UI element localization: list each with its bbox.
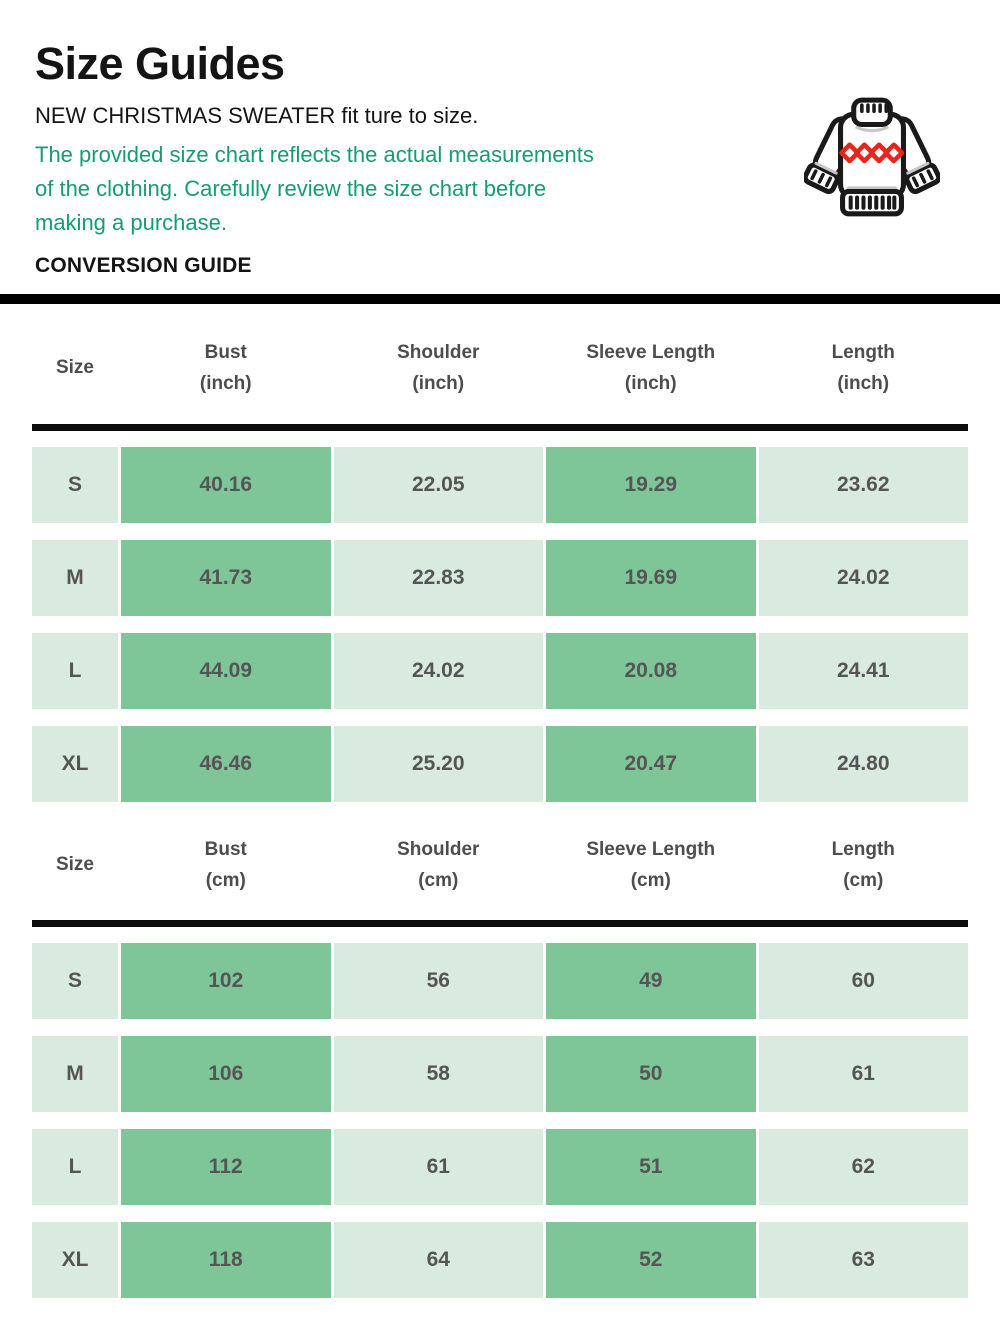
table-body: S 40.16 22.05 19.29 23.62 M 41.73 22.83 …	[32, 446, 968, 802]
size-cell: M	[32, 539, 118, 616]
table-body: S 102 56 49 60 M 106 58 50 61 L 112 61 5…	[32, 942, 968, 1298]
shoulder-cell: 25.20	[333, 725, 543, 802]
column-header-unit: (inch)	[412, 372, 465, 394]
sleeve-length-cell: 49	[546, 942, 756, 1019]
column-header-size: Size	[32, 849, 118, 880]
shoulder-cell: 22.83	[333, 539, 543, 616]
length-cell: 24.41	[758, 632, 968, 709]
column-header-label: Bust	[204, 838, 247, 860]
size-cell: XL	[32, 1221, 118, 1298]
column-header-unit: (inch)	[199, 372, 252, 394]
length-cell: 23.62	[758, 446, 968, 523]
sleeve-length-cell: 50	[546, 1035, 756, 1112]
size-cell: M	[32, 1035, 118, 1112]
column-header-unit: (cm)	[205, 869, 246, 891]
conversion-guide-label: CONVERSION GUIDE	[35, 253, 252, 277]
table-row-s: S 102 56 49 60	[32, 942, 968, 1019]
shoulder-cell: 22.05	[333, 446, 543, 523]
size-table-cm: Size Bust (cm) Shoulder (cm) Sleeve Leng…	[32, 802, 968, 1298]
column-header-label: Shoulder	[397, 341, 480, 363]
shoulder-cell: 56	[333, 942, 543, 1019]
column-header-unit: (cm)	[843, 869, 884, 891]
bust-cell: 40.16	[121, 446, 331, 523]
length-cell: 61	[758, 1035, 968, 1112]
bust-cell: 41.73	[121, 539, 331, 616]
size-table-inch: Size Bust (inch) Shoulder (inch) Sleeve …	[32, 304, 968, 802]
size-cell: XL	[32, 725, 118, 802]
section-divider	[0, 293, 1000, 304]
length-cell: 24.80	[758, 725, 968, 802]
column-header-unit: (cm)	[630, 869, 671, 891]
bust-cell: 118	[121, 1221, 331, 1298]
shoulder-cell: 24.02	[333, 632, 543, 709]
column-header-shoulder: Shoulder (cm)	[334, 834, 544, 896]
fit-subtitle: NEW CHRISTMAS SWEATER fit ture to size.	[35, 102, 479, 128]
shoulder-cell: 58	[333, 1035, 543, 1112]
shoulder-cell: 64	[333, 1221, 543, 1298]
sleeve-length-cell: 52	[546, 1221, 756, 1298]
shoulder-cell: 61	[333, 1128, 543, 1205]
table-row-l: L 44.09 24.02 20.08 24.41	[32, 632, 968, 709]
size-cell: S	[32, 446, 118, 523]
column-header-length: Length (inch)	[759, 337, 969, 399]
column-header-label: Length	[831, 341, 895, 363]
column-header-label: Size	[55, 357, 95, 379]
column-header-bust: Bust (cm)	[121, 834, 331, 896]
sleeve-length-cell: 20.08	[546, 632, 756, 709]
christmas-sweater-icon	[804, 97, 940, 217]
size-cell: L	[32, 632, 118, 709]
bust-cell: 112	[121, 1128, 331, 1205]
column-header-label: Shoulder	[397, 838, 480, 860]
column-header-sleeve-length: Sleeve Length (inch)	[546, 337, 756, 399]
sleeve-length-cell: 19.29	[546, 446, 756, 523]
column-header-sleeve-length: Sleeve Length (cm)	[546, 834, 756, 896]
column-header-bust: Bust (inch)	[121, 337, 331, 399]
table-row-xl: XL 118 64 52 63	[32, 1221, 968, 1298]
intro-section: Size Guides NEW CHRISTMAS SWEATER fit tu…	[0, 0, 1000, 278]
table-row-s: S 40.16 22.05 19.29 23.62	[32, 446, 968, 523]
table-row-m: M 106 58 50 61	[32, 1035, 968, 1112]
description-line: making a purchase.	[35, 209, 227, 235]
size-cell: S	[32, 942, 118, 1019]
header-underline	[32, 423, 968, 431]
size-chart-description: The provided size chart reflects the act…	[35, 138, 965, 240]
column-header-label: Length	[831, 838, 895, 860]
column-header-label: Sleeve Length	[586, 341, 716, 363]
length-cell: 63	[758, 1221, 968, 1298]
table-row-m: M 41.73 22.83 19.69 24.02	[32, 539, 968, 616]
column-header-shoulder: Shoulder (inch)	[334, 337, 544, 399]
length-cell: 24.02	[758, 539, 968, 616]
sleeve-length-cell: 19.69	[546, 539, 756, 616]
column-header-label: Sleeve Length	[586, 838, 716, 860]
column-header-unit: (inch)	[624, 372, 677, 394]
sleeve-length-cell: 20.47	[546, 725, 756, 802]
column-header-size: Size	[32, 352, 118, 383]
table-row-xl: XL 46.46 25.20 20.47 24.80	[32, 725, 968, 802]
header-underline	[32, 919, 968, 927]
length-cell: 60	[758, 942, 968, 1019]
bust-cell: 102	[121, 942, 331, 1019]
table-header-row: Size Bust (cm) Shoulder (cm) Sleeve Leng…	[32, 802, 968, 920]
column-header-unit: (inch)	[837, 372, 890, 394]
bust-cell: 44.09	[121, 632, 331, 709]
bust-cell: 106	[121, 1035, 331, 1112]
column-header-unit: (cm)	[418, 869, 459, 891]
table-header-row: Size Bust (inch) Shoulder (inch) Sleeve …	[32, 304, 968, 424]
length-cell: 62	[758, 1128, 968, 1205]
description-line: of the clothing. Carefully review the si…	[35, 175, 547, 201]
size-cell: L	[32, 1128, 118, 1205]
bust-cell: 46.46	[121, 725, 331, 802]
page-title: Size Guides	[35, 38, 285, 89]
description-line: The provided size chart reflects the act…	[35, 141, 594, 167]
column-header-label: Size	[55, 854, 95, 876]
table-row-l: L 112 61 51 62	[32, 1128, 968, 1205]
column-header-length: Length (cm)	[759, 834, 969, 896]
column-header-label: Bust	[204, 341, 247, 363]
sleeve-length-cell: 51	[546, 1128, 756, 1205]
